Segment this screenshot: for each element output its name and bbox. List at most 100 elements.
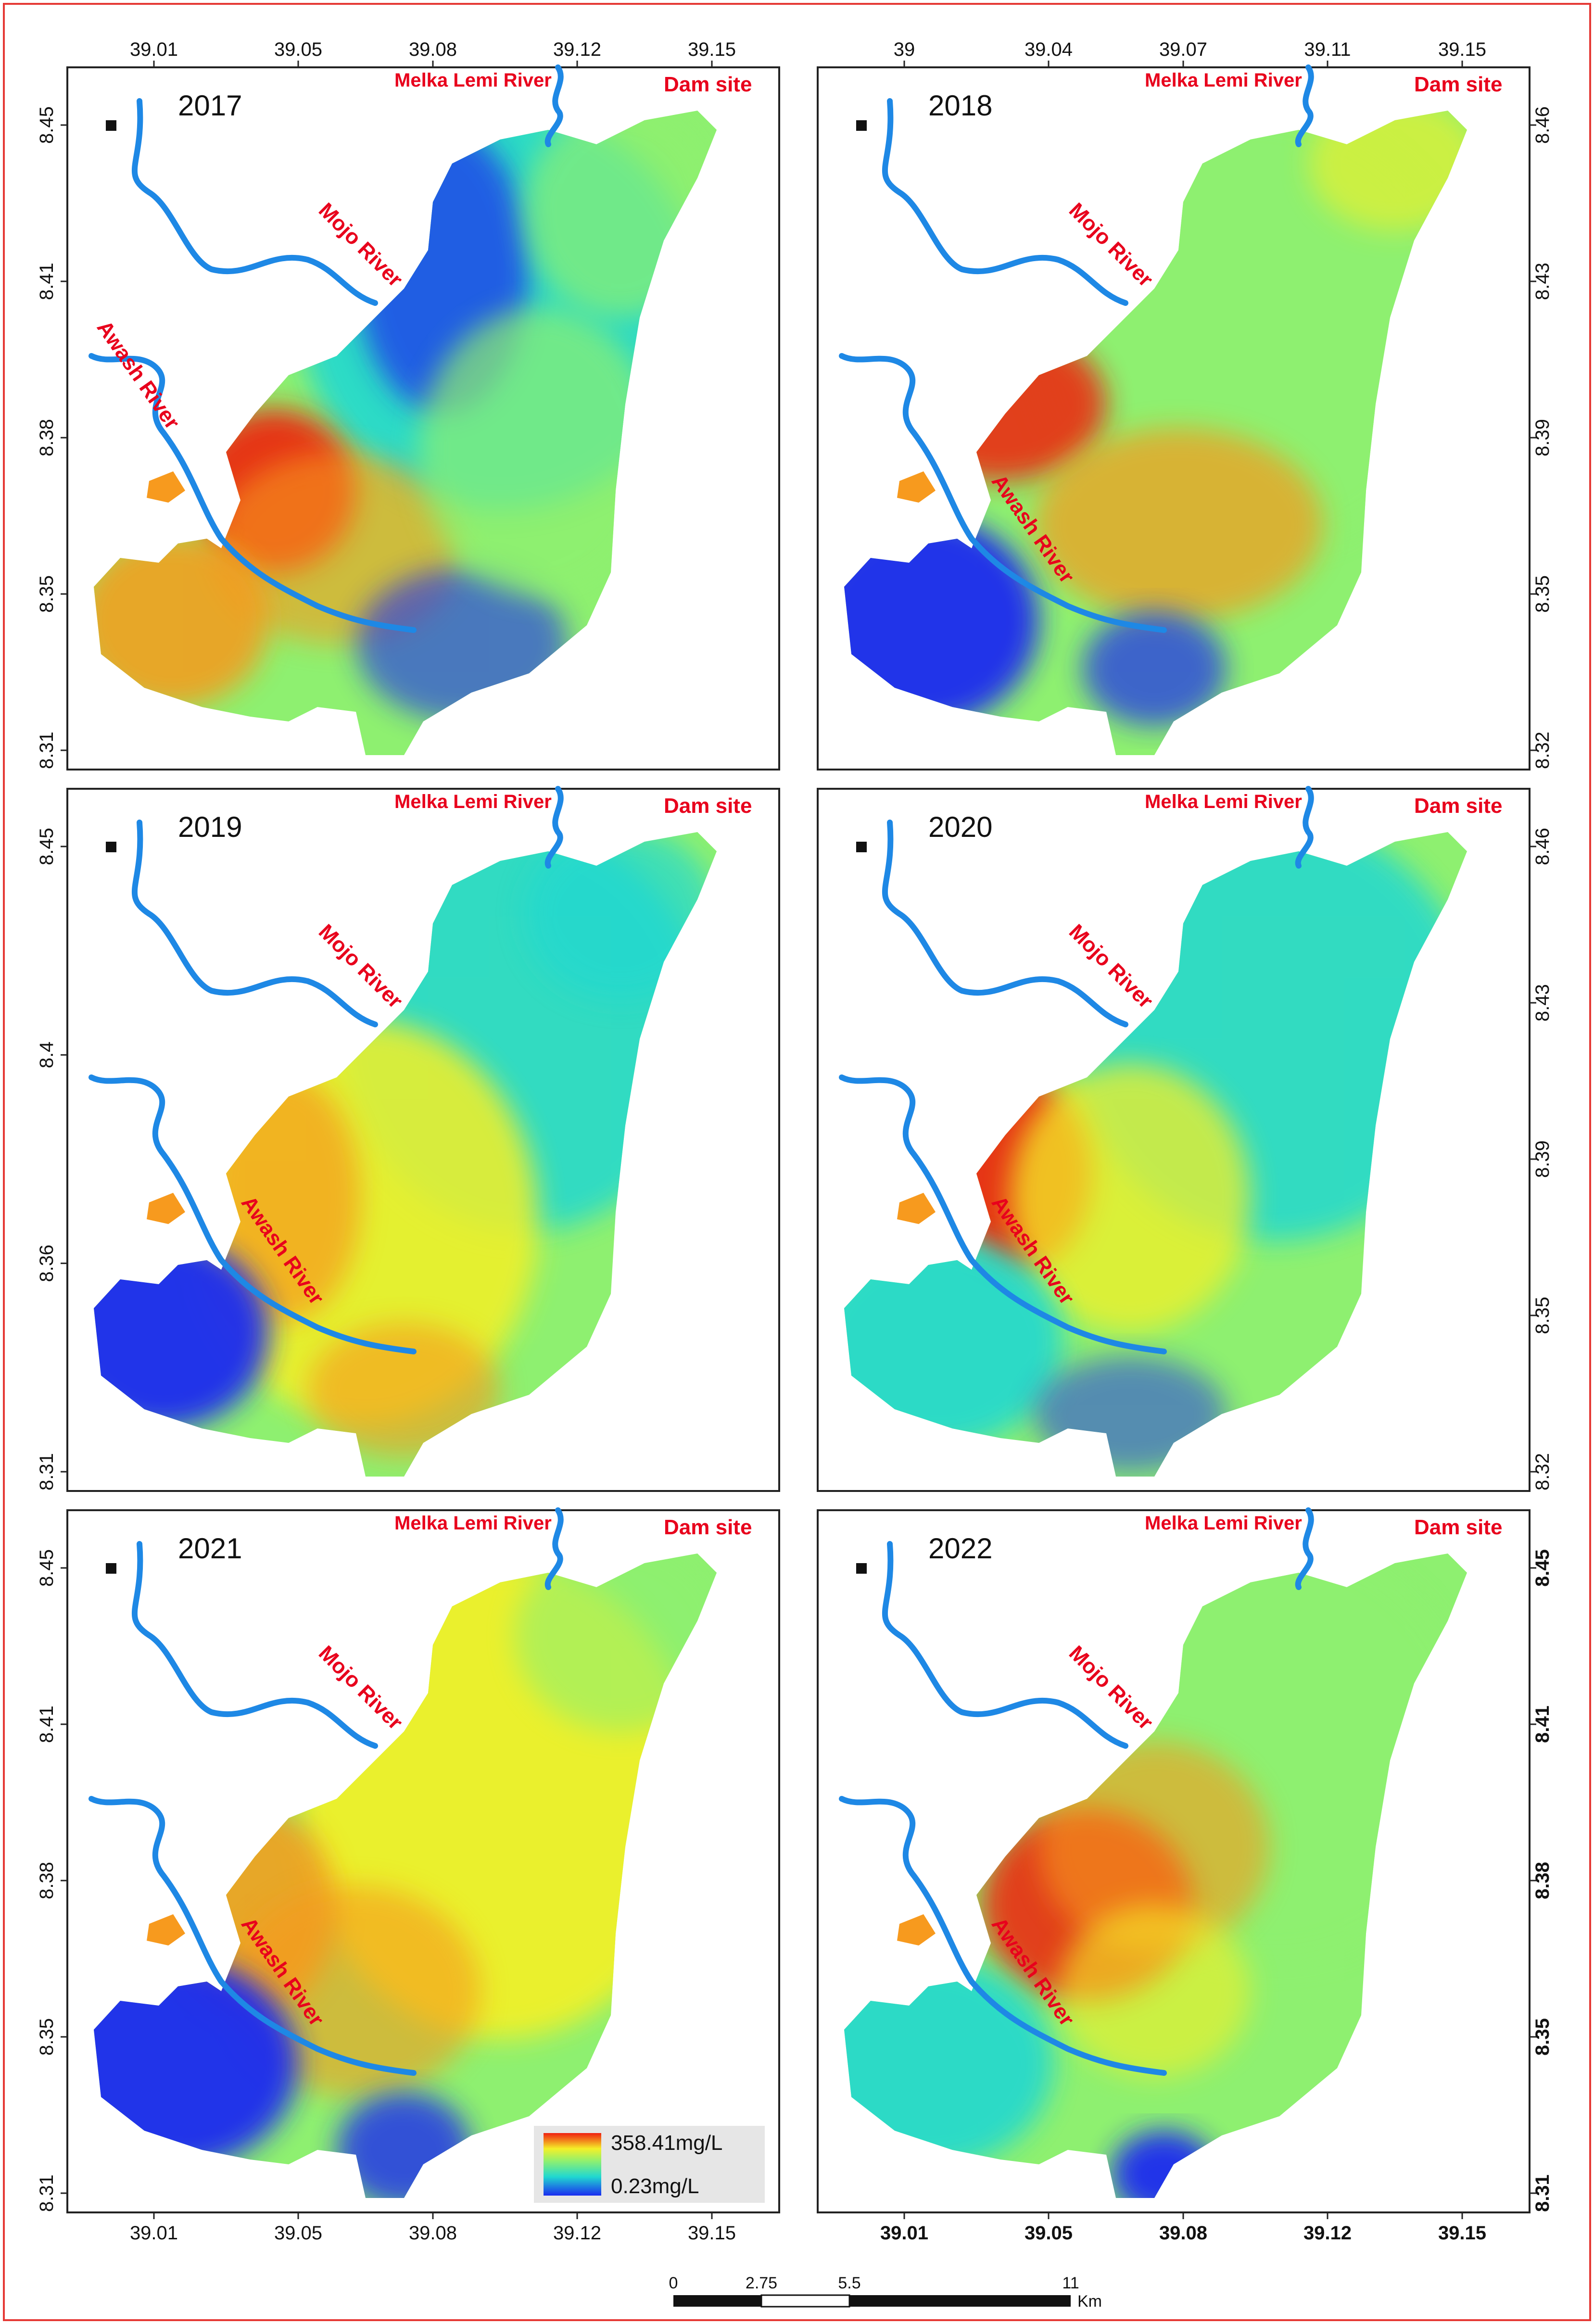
concentration-zones xyxy=(94,111,717,721)
right-tick-label: 8.35 xyxy=(1532,2018,1553,2056)
bottom-tick-label: 39.12 xyxy=(1303,2223,1352,2244)
right-tick-label: 8.38 xyxy=(1532,1862,1553,1899)
scale-seg-3 xyxy=(849,2295,1071,2307)
left-tick-label: 8.45 xyxy=(36,106,57,144)
melka-lemi-label: Melka Lemi River xyxy=(1145,1513,1302,1534)
left-tick-label: 8.38 xyxy=(36,1862,57,1899)
awash-river-line xyxy=(839,353,1167,633)
legend-max-label: 358.41mg/L xyxy=(611,2131,722,2155)
scale-tick-1: 2.75 xyxy=(746,2274,777,2292)
concentration-zone xyxy=(1082,611,1227,726)
scale-tick-0: 0 xyxy=(669,2274,678,2292)
top-tick-label: 39.08 xyxy=(409,39,457,60)
concentration-zone xyxy=(1039,1741,1270,1953)
scale-seg-1 xyxy=(673,2295,761,2307)
top-tick-label: 39.12 xyxy=(553,39,601,60)
awash-river-line xyxy=(89,1796,417,2076)
marker-square-icon xyxy=(106,120,116,131)
small-island-water xyxy=(147,1193,185,1224)
right-tick-label: 8.41 xyxy=(1532,1705,1553,1743)
marker-square-icon xyxy=(106,842,116,852)
mojo-river-line xyxy=(131,820,378,1027)
small-island-water xyxy=(897,471,936,503)
top-tick-label: 39.15 xyxy=(1438,39,1486,60)
concentration-zones xyxy=(94,832,717,1457)
dam-site-label: Dam site xyxy=(664,794,752,818)
bottom-tick-label: 39.01 xyxy=(880,2223,928,2244)
scale-unit: Km xyxy=(1077,2292,1102,2311)
melka-lemi-label: Melka Lemi River xyxy=(394,70,552,91)
left-tick-label: 8.35 xyxy=(36,575,57,613)
right-tick-label: 8.43 xyxy=(1532,263,1553,300)
awash-river-line xyxy=(839,1074,1167,1354)
mojo-river-line xyxy=(131,98,378,306)
bottom-tick-label: 39.12 xyxy=(553,2223,601,2244)
small-island-water xyxy=(897,1914,936,1945)
right-tick-label: 8.31 xyxy=(1532,2174,1553,2212)
bottom-tick-label: 39.05 xyxy=(274,2223,322,2244)
small-island-water xyxy=(147,1914,185,1945)
bottom-tick-label: 39.15 xyxy=(688,2223,736,2244)
concentration-zone xyxy=(308,1323,500,1457)
left-tick-label: 8.38 xyxy=(36,419,57,456)
melka-lemi-river-line xyxy=(544,786,564,869)
right-tick-label: 8.46 xyxy=(1532,106,1553,144)
left-tick-label: 8.31 xyxy=(36,2174,57,2212)
melka-lemi-river-line xyxy=(1295,786,1314,869)
melka-lemi-label: Melka Lemi River xyxy=(394,791,552,812)
right-tick-label: 8.35 xyxy=(1532,1297,1553,1334)
top-tick-label: 39.01 xyxy=(130,39,178,60)
awash-river-line xyxy=(839,1796,1167,2076)
left-tick-label: 8.4 xyxy=(36,1042,57,1069)
dam-site-label: Dam site xyxy=(664,1516,752,1539)
marker-square-icon xyxy=(856,1563,867,1574)
melka-lemi-label: Melka Lemi River xyxy=(1145,791,1302,812)
left-tick-label: 8.45 xyxy=(36,828,57,865)
dam-site-label: Dam site xyxy=(1414,73,1502,96)
top-tick-label: 39.07 xyxy=(1159,39,1207,60)
legend-min-label: 0.23mg/L xyxy=(611,2174,699,2198)
scale-bar: 0 2.75 5.5 11 Km xyxy=(669,2274,1102,2311)
bottom-tick-label: 39.08 xyxy=(1159,2223,1207,2244)
right-tick-label: 8.46 xyxy=(1532,828,1553,865)
left-tick-label: 8.35 xyxy=(36,2018,57,2056)
dam-site-label: Dam site xyxy=(664,73,752,96)
right-tick-label: 8.32 xyxy=(1532,1453,1553,1490)
marker-square-icon xyxy=(856,120,867,131)
mojo-river-line xyxy=(882,98,1128,306)
right-tick-label: 8.35 xyxy=(1532,575,1553,613)
year-label: 2020 xyxy=(928,811,992,843)
melka-lemi-river-line xyxy=(544,64,564,147)
small-island-water xyxy=(897,1193,936,1224)
year-label: 2017 xyxy=(178,89,242,122)
concentration-zone xyxy=(1010,1063,1251,1332)
scale-tick-2: 5.5 xyxy=(838,2274,860,2292)
melka-lemi-river-line xyxy=(544,1507,564,1590)
melka-lemi-river-line xyxy=(1295,1507,1314,1590)
bottom-tick-label: 39.05 xyxy=(1025,2223,1073,2244)
left-tick-label: 8.41 xyxy=(36,263,57,300)
concentration-zone xyxy=(94,534,269,707)
marker-square-icon xyxy=(106,1563,116,1574)
legend-color-ramp xyxy=(544,2133,601,2196)
mojo-river-line xyxy=(882,1541,1128,1749)
top-tick-label: 39 xyxy=(894,39,915,60)
top-tick-label: 39.15 xyxy=(688,39,736,60)
concentration-legend: 358.41mg/L 0.23mg/L xyxy=(534,2126,765,2203)
right-tick-label: 8.45 xyxy=(1532,1549,1553,1587)
year-label: 2018 xyxy=(928,89,992,122)
left-tick-label: 8.31 xyxy=(36,732,57,769)
left-tick-label: 8.31 xyxy=(36,1453,57,1490)
small-island-water xyxy=(147,471,185,503)
melka-lemi-river-line xyxy=(1295,64,1314,147)
awash-river-line xyxy=(89,1074,417,1354)
left-tick-label: 8.36 xyxy=(36,1245,57,1282)
bottom-tick-label: 39.01 xyxy=(130,2223,178,2244)
